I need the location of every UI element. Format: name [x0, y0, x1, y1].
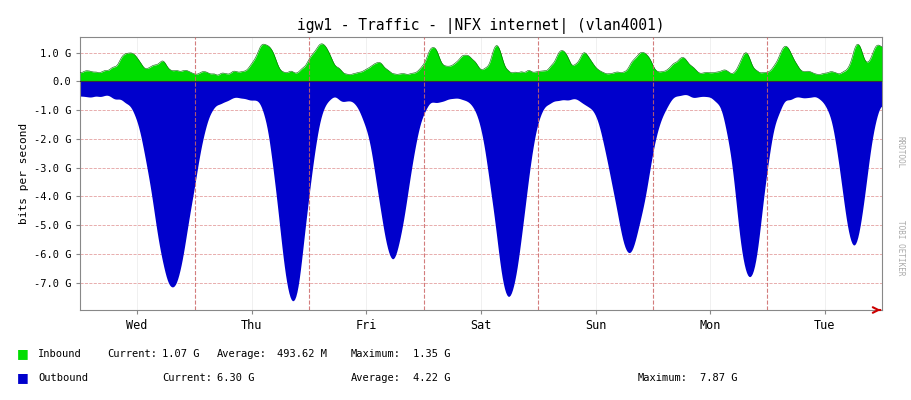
Text: ■: ■	[16, 348, 28, 360]
Text: TOBI OETIKER: TOBI OETIKER	[896, 220, 905, 276]
Y-axis label: bits per second: bits per second	[19, 123, 29, 224]
Text: Maximum:: Maximum:	[351, 349, 401, 359]
Text: Average:: Average:	[351, 373, 401, 383]
Title: igw1 - Traffic - |NFX internet| (vlan4001): igw1 - Traffic - |NFX internet| (vlan400…	[297, 18, 665, 34]
Text: Inbound: Inbound	[38, 349, 82, 359]
Text: 1.35 G: 1.35 G	[413, 349, 450, 359]
Text: 6.30 G: 6.30 G	[217, 373, 254, 383]
Text: 493.62 M: 493.62 M	[277, 349, 327, 359]
Text: RRDTOOL: RRDTOOL	[896, 136, 905, 168]
Text: Current:: Current:	[162, 373, 212, 383]
Text: Maximum:: Maximum:	[638, 373, 688, 383]
Text: Average:: Average:	[217, 349, 267, 359]
Text: Outbound: Outbound	[38, 373, 88, 383]
Text: ■: ■	[16, 372, 28, 384]
Text: 4.22 G: 4.22 G	[413, 373, 450, 383]
Text: 1.07 G: 1.07 G	[162, 349, 200, 359]
Text: Current:: Current:	[107, 349, 158, 359]
Text: 7.87 G: 7.87 G	[700, 373, 737, 383]
